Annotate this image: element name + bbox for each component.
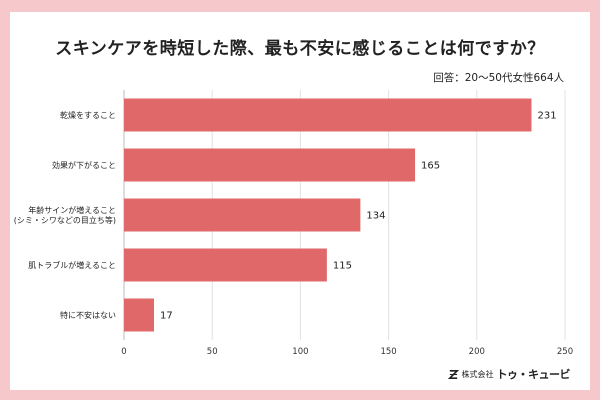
category-label: 乾燥をすること (60, 110, 116, 120)
x-tick-label: 0 (121, 347, 126, 357)
category-label: 年齢サインが増えること (28, 205, 116, 215)
bar-chart: 0 50 100 150 200 250 乾燥をすること 231 効果が下がること 165 年齢サイ… (14, 90, 573, 357)
category-label: 特に不安はない (60, 310, 116, 320)
data-label: 17 (160, 311, 173, 322)
chart-title: スキンケアを時短した際、最も不安に感じることは何ですか？ (55, 39, 545, 59)
x-tick-label: 250 (557, 347, 573, 357)
chart-card: スキンケアを時短した際、最も不安に感じることは何ですか？ 回答：20～50代女性… (10, 12, 590, 390)
data-label: 165 (421, 161, 440, 172)
x-tick-label: 50 (207, 347, 218, 357)
data-label: 231 (537, 111, 556, 122)
x-tick-label: 100 (292, 347, 308, 357)
x-tick-label: 200 (469, 347, 485, 357)
company-logo-icon (447, 369, 459, 379)
category-label: 効果が下がること (52, 160, 116, 170)
respondent-note: 回答：20～50代女性664人 (433, 72, 564, 84)
company-prefix: 株式会社 (461, 369, 494, 379)
company-brand: トゥ・キュービ (496, 368, 571, 381)
bar (124, 248, 327, 282)
bar (124, 98, 532, 132)
data-label: 115 (333, 261, 352, 272)
bar (124, 298, 154, 332)
company-logo: 株式会社 トゥ・キュービ (447, 366, 571, 382)
category-label: (シミ・シワなどの目立ち等) (14, 215, 116, 225)
x-tick-label: 150 (380, 347, 396, 357)
bar (124, 148, 416, 182)
bar (124, 198, 361, 232)
category-label: 肌トラブルが増えること (28, 260, 116, 270)
data-label: 134 (366, 211, 385, 222)
